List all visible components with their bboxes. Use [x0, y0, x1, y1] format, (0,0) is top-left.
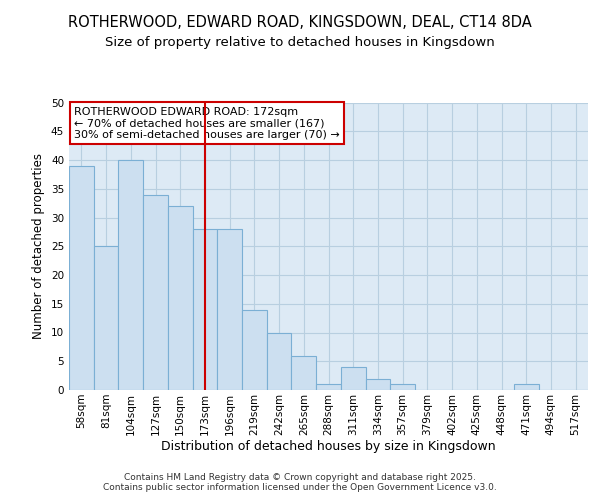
Text: Contains HM Land Registry data © Crown copyright and database right 2025.
Contai: Contains HM Land Registry data © Crown c…: [103, 473, 497, 492]
Bar: [341, 367, 365, 390]
Text: Size of property relative to detached houses in Kingsdown: Size of property relative to detached ho…: [105, 36, 495, 49]
Bar: [193, 229, 217, 390]
Bar: [118, 160, 143, 390]
Bar: [217, 229, 242, 390]
Bar: [292, 356, 316, 390]
Bar: [168, 206, 193, 390]
Bar: [143, 194, 168, 390]
X-axis label: Distribution of detached houses by size in Kingsdown: Distribution of detached houses by size …: [161, 440, 496, 454]
Text: ROTHERWOOD, EDWARD ROAD, KINGSDOWN, DEAL, CT14 8DA: ROTHERWOOD, EDWARD ROAD, KINGSDOWN, DEAL…: [68, 15, 532, 30]
Bar: [267, 332, 292, 390]
Bar: [69, 166, 94, 390]
Bar: [514, 384, 539, 390]
Bar: [242, 310, 267, 390]
Bar: [390, 384, 415, 390]
Text: ROTHERWOOD EDWARD ROAD: 172sqm
← 70% of detached houses are smaller (167)
30% of: ROTHERWOOD EDWARD ROAD: 172sqm ← 70% of …: [74, 107, 340, 140]
Bar: [94, 246, 118, 390]
Bar: [316, 384, 341, 390]
Y-axis label: Number of detached properties: Number of detached properties: [32, 153, 46, 340]
Bar: [365, 378, 390, 390]
